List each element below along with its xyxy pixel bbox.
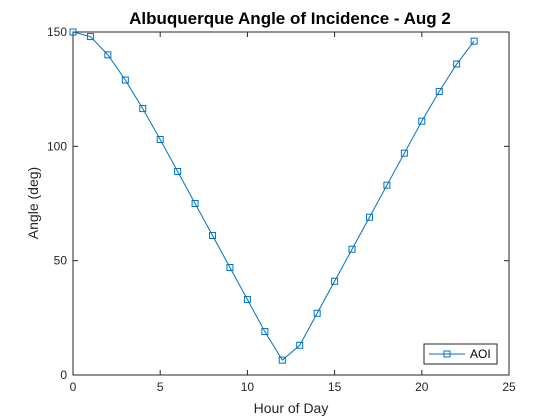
data-point-marker — [296, 341, 304, 349]
data-point-marker — [400, 149, 408, 157]
x-tick-label: 5 — [157, 380, 164, 394]
data-point-marker — [209, 232, 217, 240]
legend-marker-aoi — [443, 350, 451, 358]
chart-title: Albuquerque Angle of Incidence - Aug 2 — [129, 9, 451, 28]
y-tick-label: 0 — [60, 368, 67, 382]
data-point-marker — [470, 37, 478, 45]
x-tick-label: 25 — [502, 380, 516, 394]
series-layer — [69, 28, 478, 364]
data-point-marker — [331, 277, 339, 285]
data-point-marker — [104, 51, 112, 59]
data-point-marker — [278, 356, 286, 364]
y-tick-label: 100 — [47, 139, 67, 153]
y-tick-label: 50 — [54, 254, 68, 268]
data-point-marker — [261, 328, 269, 336]
data-point-marker — [86, 33, 94, 41]
data-point-marker — [156, 135, 164, 143]
x-tick-label: 15 — [328, 380, 342, 394]
x-axis-label: Hour of Day — [254, 400, 329, 416]
data-point-marker — [69, 28, 77, 36]
data-point-marker — [365, 213, 373, 221]
legend: AOI — [423, 343, 498, 365]
data-point-marker — [139, 105, 147, 113]
y-tick-label: 150 — [47, 25, 67, 39]
legend-label-aoi: AOI — [470, 347, 491, 361]
data-point-marker — [226, 264, 234, 272]
data-point-marker — [191, 200, 199, 207]
data-point-marker — [174, 167, 182, 175]
plot-area: 0 5 10 15 20 25 0 50 100 150 — [47, 25, 516, 394]
data-point-marker — [383, 181, 391, 189]
y-axis-ticks: 0 50 100 150 — [47, 25, 509, 382]
data-point-marker — [313, 309, 321, 317]
x-tick-label: 10 — [241, 380, 255, 394]
series-line-aoi — [72, 31, 475, 361]
plot-frame — [72, 31, 510, 376]
data-point-marker — [121, 76, 129, 84]
y-axis-label: Angle (deg) — [25, 167, 41, 239]
x-axis-ticks: 0 5 10 15 20 25 — [70, 32, 516, 394]
data-point-marker — [418, 117, 426, 125]
data-point-marker — [348, 245, 356, 253]
data-point-marker — [243, 296, 251, 304]
x-tick-label: 20 — [415, 380, 429, 394]
data-point-marker — [435, 87, 443, 95]
x-tick-label: 0 — [70, 380, 77, 394]
data-point-marker — [453, 60, 461, 68]
